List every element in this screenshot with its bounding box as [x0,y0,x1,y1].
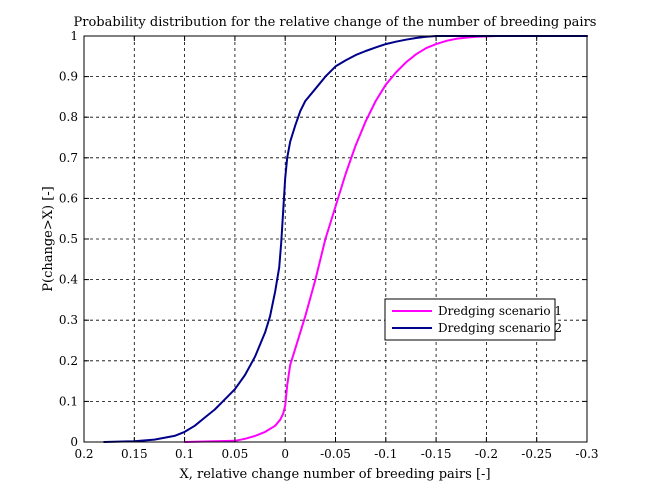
tick-layer: 0.2 0.15 0.1 0.05 0 -0.05 -0.1 -0.15 -0.2 -0.25 -0… [59,29,599,461]
y-tick-label: 1 [70,29,78,43]
y-tick-label: 0.8 [59,110,78,124]
legend: Dredging scenario 1 Dredging scenario 2 [384,298,562,341]
x-tick-label: 0.15 [121,447,148,461]
y-tick-label: 0.6 [59,191,78,205]
x-tick-label: -0.25 [521,447,552,461]
legend-box [384,298,556,341]
y-tick-label: 0 [70,435,78,449]
grid-layer [84,36,587,442]
x-tick-label: 0.2 [74,447,93,461]
y-tick-label: 0.2 [59,354,78,368]
y-tick-label: 0.1 [59,394,78,408]
series-line-scenario-1 [183,35,588,443]
legend-label-scenario-2: Dredging scenario 2 [438,321,562,335]
x-axis-label: X, relative change number of breeding pa… [179,467,490,482]
x-tick-label: 0 [281,447,289,461]
x-tick-label: -0.05 [320,447,351,461]
x-tick-label: 0.1 [175,447,194,461]
x-tick-label: -0.15 [421,447,452,461]
legend-label-scenario-1: Dredging scenario 1 [438,304,562,318]
y-tick-label: 0.9 [59,70,78,84]
x-tick-label: 0.05 [222,447,249,461]
x-tick-label: -0.3 [575,447,598,461]
chart-title: Probability distribution for the relativ… [74,15,597,30]
series-layer [103,35,588,443]
series-line-scenario-2 [103,35,588,443]
y-tick-label: 0.3 [59,313,78,327]
x-tick-label: -0.2 [475,447,498,461]
x-tick-label: -0.1 [374,447,397,461]
y-axis-label: P(change>X) [-] [41,186,56,292]
y-tick-label: 0.5 [59,232,78,246]
y-tick-label: 0.7 [59,151,78,165]
y-tick-label: 0.4 [59,273,78,287]
